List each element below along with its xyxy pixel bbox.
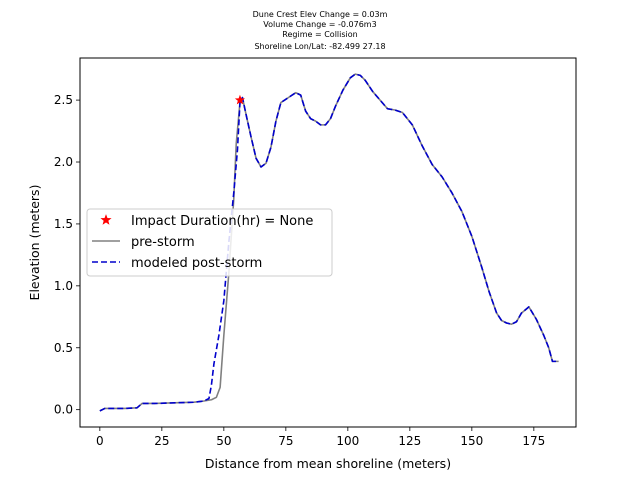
legend-label-impact: Impact Duration(hr) = None (131, 214, 313, 229)
legend-label-pre-storm: pre-storm (131, 235, 195, 250)
impact-star-marker (234, 94, 246, 105)
y-tick-label: 1.5 (54, 217, 73, 231)
x-tick-label: 75 (278, 434, 293, 448)
y-tick-label: 0.5 (54, 341, 73, 355)
plot-area-frame (79, 57, 577, 428)
y-tick-label: 2.5 (54, 93, 73, 107)
data-markers (234, 94, 246, 105)
axis-ticks: 0 25 50 75 100 125 150 175 0.0 0.5 1.0 1.5 2.0 2.5 (54, 93, 545, 448)
x-axis-label: Distance from mean shoreline (meters) (205, 456, 451, 471)
title-line-1: Dune Crest Elev Change = 0.03m (253, 10, 388, 19)
legend-box (86, 208, 333, 277)
y-tick-label: 1.0 (54, 279, 73, 293)
series-line-modeled-post-storm (99, 73, 559, 412)
title-line-2: Volume Change = -0.076m3 (263, 20, 376, 29)
y-tick-label: 0.0 (54, 403, 73, 417)
x-tick-label: 50 (216, 434, 231, 448)
legend-label-post-storm: modeled post-storm (131, 256, 262, 271)
data-lines (99, 73, 559, 412)
x-tick-label: 100 (336, 434, 359, 448)
title-line-3: Regime = Collision (282, 30, 357, 39)
x-tick-label: 175 (522, 434, 545, 448)
legend: Impact Duration(hr) = None pre-storm mod… (86, 208, 333, 277)
y-axis-label: Elevation (meters) (27, 185, 42, 301)
legend-star-marker (100, 214, 112, 225)
x-tick-label: 0 (96, 434, 104, 448)
x-tick-label: 25 (154, 434, 169, 448)
y-tick-label: 2.0 (54, 155, 73, 169)
chart-title: Dune Crest Elev Change = 0.03m Volume Ch… (253, 10, 388, 51)
x-tick-label: 150 (460, 434, 483, 448)
x-tick-label: 125 (398, 434, 421, 448)
title-line-4: Shoreline Lon/Lat: -82.499 27.18 (254, 42, 385, 51)
